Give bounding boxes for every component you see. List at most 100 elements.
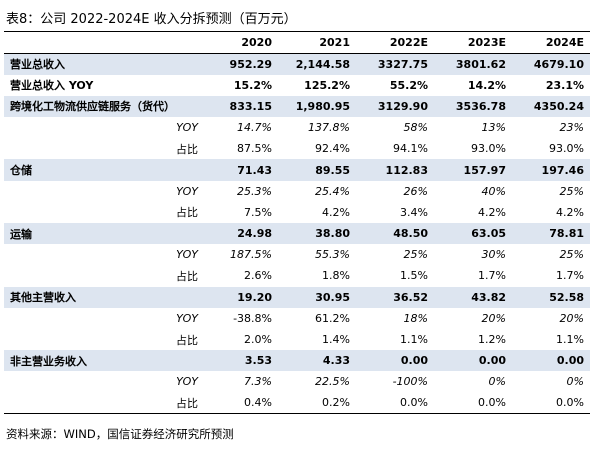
cell-value: 0.0%	[356, 392, 434, 415]
row-label: YOY	[176, 248, 198, 262]
cell-value: 22.5%	[315, 375, 350, 389]
column-header: 2020	[212, 31, 278, 54]
column-header: 2022E	[356, 31, 434, 54]
row-label: 非主营业务收入	[4, 350, 212, 372]
header-row: 2020 2021 2022E 2023E 2024E	[4, 31, 590, 54]
cell-value: 0.00	[512, 350, 590, 372]
cell-value: 3536.78	[434, 95, 512, 118]
table-row: 仓储 71.43 89.55 112.83 157.97 197.46	[4, 159, 590, 181]
table-row: YOY 7.3% 22.5% -100% 0% 0%	[4, 371, 590, 392]
cell-value: 40%	[481, 184, 506, 198]
cell-value: 36.52	[356, 286, 434, 308]
cell-value: 14.7%	[237, 121, 272, 135]
cell-value: 833.15	[212, 95, 278, 118]
row-label: 占比	[176, 333, 198, 347]
cell-value: 2,144.58	[278, 53, 356, 75]
cell-value: 2.0%	[244, 333, 272, 347]
source-note: 资料来源：WIND，国信证券经济研究所预测	[6, 427, 234, 441]
cell-value: 38.80	[278, 223, 356, 245]
table-row: 营业总收入 YOY 15.2% 125.2% 55.2% 14.2% 23.1%	[4, 75, 590, 96]
table-row: 占比 0.4% 0.2% 0.0% 0.0% 0.0%	[4, 392, 590, 415]
row-label: 其他主营收入	[4, 286, 212, 308]
cell-value: 1.2%	[478, 333, 506, 347]
cell-value: 0.00	[434, 350, 512, 372]
cell-value: 197.46	[512, 159, 590, 181]
row-label: YOY	[176, 375, 198, 389]
cell-value: 18%	[403, 311, 428, 325]
table: 2020 2021 2022E 2023E 2024E 营业总收入 952.29 2,144.…	[4, 31, 590, 415]
row-label: 营业总收入 YOY	[10, 79, 94, 93]
cell-value: 19.20	[212, 286, 278, 308]
cell-value: 23.1%	[545, 78, 584, 92]
cell-value: -38.8%	[233, 311, 272, 325]
row-label: 营业总收入	[4, 53, 212, 75]
cell-value: 25.3%	[237, 184, 272, 198]
cell-value: 13%	[481, 121, 506, 135]
cell-value: 25%	[403, 248, 428, 262]
table-body: 2020 2021 2022E 2023E 2024E 营业总收入 952.29 2,144.…	[4, 31, 590, 415]
cell-value: 125.2%	[304, 78, 350, 92]
cell-value: 137.8%	[308, 121, 350, 135]
table-row: 占比 2.0% 1.4% 1.1% 1.2% 1.1%	[4, 329, 590, 350]
cell-value: 30.95	[278, 286, 356, 308]
table-row: 跨境化工物流供应链服务（货代） 833.15 1,980.95 3129.90 3536…	[4, 95, 590, 118]
cell-value: 1.1%	[400, 333, 428, 347]
table-row: 其他主营收入 19.20 30.95 36.52 43.82 52.58	[4, 286, 590, 308]
column-header	[4, 31, 212, 54]
column-header: 2024E	[512, 31, 590, 54]
cell-value: -100%	[392, 375, 428, 389]
cell-value: 0%	[566, 375, 584, 389]
cell-value: 1.7%	[556, 269, 584, 283]
cell-value: 25%	[559, 184, 584, 198]
cell-value: 52.58	[512, 286, 590, 308]
table-row: 营业总收入 952.29 2,144.58 3327.75 3801.62 4679.10	[4, 53, 590, 75]
cell-value: 25.4%	[315, 184, 350, 198]
cell-value: 3801.62	[434, 53, 512, 75]
cell-value: 112.83	[356, 159, 434, 181]
cell-value: 92.4%	[315, 142, 350, 156]
cell-value: 0.0%	[512, 392, 590, 415]
cell-value: 14.2%	[467, 78, 506, 92]
cell-value: 1.5%	[400, 269, 428, 283]
cell-value: 94.1%	[393, 142, 428, 156]
cell-value: 20%	[481, 311, 506, 325]
cell-value: 30%	[481, 248, 506, 262]
cell-value: 0.2%	[278, 392, 356, 415]
cell-value: 43.82	[434, 286, 512, 308]
cell-value: 3.4%	[400, 205, 428, 219]
cell-value: 3129.90	[356, 95, 434, 118]
cell-value: 3327.75	[356, 53, 434, 75]
cell-value: 89.55	[278, 159, 356, 181]
cell-value: 3.53	[212, 350, 278, 372]
table-row: YOY 187.5% 55.3% 25% 30% 25%	[4, 244, 590, 265]
cell-value: 23%	[559, 121, 584, 135]
cell-value: 0.00	[356, 350, 434, 372]
cell-value: 87.5%	[237, 142, 272, 156]
cell-value: 2.6%	[244, 269, 272, 283]
cell-value: 187.5%	[230, 248, 272, 262]
cell-value: 55.3%	[315, 248, 350, 262]
table-row: 占比 7.5% 4.2% 3.4% 4.2% 4.2%	[4, 202, 590, 223]
row-label: 跨境化工物流供应链服务（货代）	[4, 95, 212, 118]
cell-value: 1,980.95	[278, 95, 356, 118]
row-label: YOY	[176, 311, 198, 325]
row-label: YOY	[176, 184, 198, 198]
cell-value: 93.0%	[471, 142, 506, 156]
cell-value: 24.98	[212, 223, 278, 245]
table-row: YOY 14.7% 137.8% 58% 13% 23%	[4, 117, 590, 138]
cell-value: 4.2%	[322, 205, 350, 219]
cell-value: 7.3%	[244, 375, 272, 389]
cell-value: 78.81	[512, 223, 590, 245]
cell-value: 63.05	[434, 223, 512, 245]
cell-value: 4.2%	[478, 205, 506, 219]
cell-value: 7.5%	[244, 205, 272, 219]
cell-value: 71.43	[212, 159, 278, 181]
cell-value: 25%	[559, 248, 584, 262]
cell-value: 58%	[403, 121, 428, 135]
row-label: 占比	[176, 142, 198, 156]
cell-value: 0%	[488, 375, 506, 389]
row-label: 占比	[176, 269, 198, 283]
cell-value: 0.0%	[434, 392, 512, 415]
cell-value: 20%	[559, 311, 584, 325]
